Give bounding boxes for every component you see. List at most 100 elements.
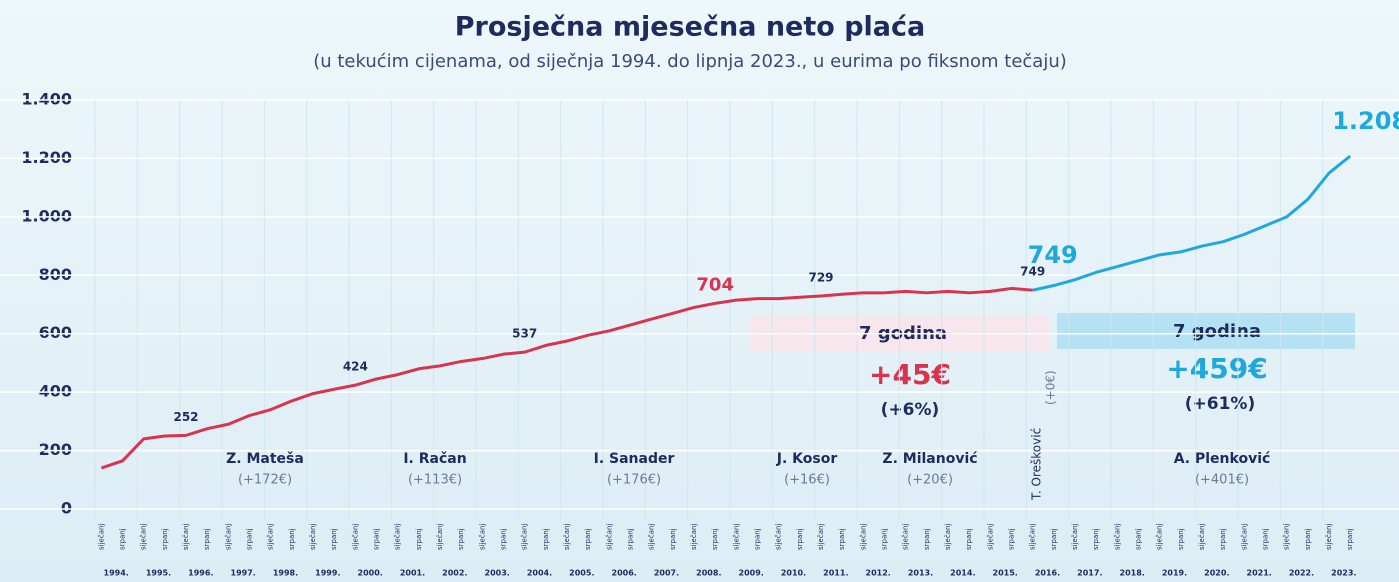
x-tick-label: srpanj (119, 528, 127, 550)
year-label: 1996. (188, 569, 213, 578)
year-label: 1997. (231, 569, 256, 578)
x-tick-label: srpanj (669, 528, 677, 550)
period-change: (+172€) (238, 473, 292, 488)
x-tick-label: siječanj (563, 524, 571, 550)
x-tick-label: srpanj (923, 528, 931, 550)
y-tick-label: 0 (61, 499, 72, 518)
value-label: 704 (696, 274, 734, 295)
chart-subtitle: (u tekućim cijenama, od siječnja 1994. d… (313, 51, 1067, 72)
year-label: 2001. (400, 569, 425, 578)
x-tick-label: siječanj (732, 524, 740, 550)
period-name: A. Plenković (1174, 451, 1271, 467)
summary-duration: 7 godina (1173, 321, 1261, 342)
x-tick-label: siječanj (309, 524, 317, 550)
x-tick-label: siječanj (605, 524, 613, 550)
y-tick-label: 1.200 (21, 148, 72, 167)
x-tick-label: siječanj (1240, 524, 1248, 550)
x-tick-label: srpanj (881, 528, 889, 550)
x-tick-label: srpanj (415, 528, 423, 550)
x-tick-label: siječanj (1156, 524, 1164, 550)
x-tick-label: srpanj (627, 528, 635, 550)
x-tick-label: siječanj (351, 524, 359, 550)
x-tick-label: srpanj (1262, 528, 1270, 550)
x-tick-label: siječanj (478, 524, 486, 550)
period-name: J. Kosor (776, 451, 838, 467)
x-tick-label: srpanj (1219, 528, 1227, 550)
x-tick-label: siječanj (1283, 524, 1291, 550)
period-name: Z. Milanović (882, 451, 977, 467)
x-tick-label: srpanj (1092, 528, 1100, 550)
year-label: 2016. (1035, 569, 1060, 578)
x-tick-label: srpanj (1346, 528, 1354, 550)
period-change: (+16€) (784, 473, 830, 488)
value-label: 537 (512, 327, 537, 341)
summary-change: +459€ (1166, 352, 1267, 385)
x-tick-label: siječanj (140, 524, 148, 550)
x-tick-label: srpanj (1177, 528, 1185, 550)
year-label: 2005. (569, 569, 594, 578)
period-change: (+0€) (1044, 370, 1058, 405)
x-tick-label: srpanj (796, 528, 804, 550)
value-label: 729 (808, 271, 833, 285)
line (1032, 154, 1352, 292)
x-tick-label: siječanj (986, 524, 994, 550)
x-tick-label: srpanj (754, 528, 762, 550)
summary-box (1057, 313, 1355, 349)
x-tick-label: srpanj (203, 528, 211, 550)
year-label: 2004. (527, 569, 552, 578)
x-tick-label: siječanj (775, 524, 783, 550)
x-tick-label: siječanj (224, 524, 232, 550)
year-label: 2013. (908, 569, 933, 578)
period-change: (+20€) (907, 473, 953, 488)
y-tick-label: 800 (39, 265, 72, 284)
value-label: 749 (1028, 241, 1078, 269)
chart-title: Prosječna mjesečna neto plaća (455, 12, 925, 43)
period-name: I. Račan (403, 451, 466, 467)
y-tick-label: 1.000 (21, 206, 72, 225)
line (100, 286, 1033, 470)
year-label: 1994. (104, 569, 129, 578)
period-name: T. Orešković (1030, 428, 1044, 501)
year-label: 1998. (273, 569, 298, 578)
value-label: 1.208 (1332, 107, 1399, 135)
period-name: Z. Mateša (226, 451, 304, 467)
x-tick-label: siječanj (436, 524, 444, 550)
y-tick-label: 600 (39, 323, 72, 342)
year-label: 2012. (866, 569, 891, 578)
y-tick-label: 1.400 (21, 90, 72, 109)
x-tick-label: srpanj (711, 528, 719, 550)
year-label: 2010. (781, 569, 806, 578)
x-tick-label: srpanj (965, 528, 973, 550)
x-tick-label: siječanj (1029, 524, 1037, 550)
year-label: 2022. (1289, 569, 1314, 578)
x-tick-label: srpanj (542, 528, 550, 550)
x-tick-label: srpanj (584, 528, 592, 550)
value-label: 424 (343, 360, 368, 374)
year-label: 2021. (1247, 569, 1272, 578)
year-label: 1995. (146, 569, 171, 578)
x-tick-label: siječanj (690, 524, 698, 550)
year-label: 2020. (1204, 569, 1229, 578)
summary-change: +45€ (869, 358, 951, 391)
year-label: 2017. (1077, 569, 1102, 578)
year-label: 2019. (1162, 569, 1187, 578)
year-label: 2006. (612, 569, 637, 578)
x-tick-label: srpanj (1304, 528, 1312, 550)
x-tick-label: siječanj (902, 524, 910, 550)
x-tick-label: siječanj (97, 524, 105, 550)
value-label: 749 (1020, 265, 1045, 279)
year-label: 2014. (950, 569, 975, 578)
y-tick-label: 400 (39, 382, 72, 401)
year-label: 2011. (823, 569, 848, 578)
year-label: 2008. (696, 569, 721, 578)
x-tick-label: siječanj (1071, 524, 1079, 550)
x-tick-label: siječanj (1198, 524, 1206, 550)
value-label: 252 (173, 410, 198, 424)
x-tick-label: srpanj (330, 528, 338, 550)
x-tick-label: srpanj (500, 528, 508, 550)
year-label: 2007. (654, 569, 679, 578)
x-tick-label: srpanj (838, 528, 846, 550)
x-tick-label: siječanj (817, 524, 825, 550)
